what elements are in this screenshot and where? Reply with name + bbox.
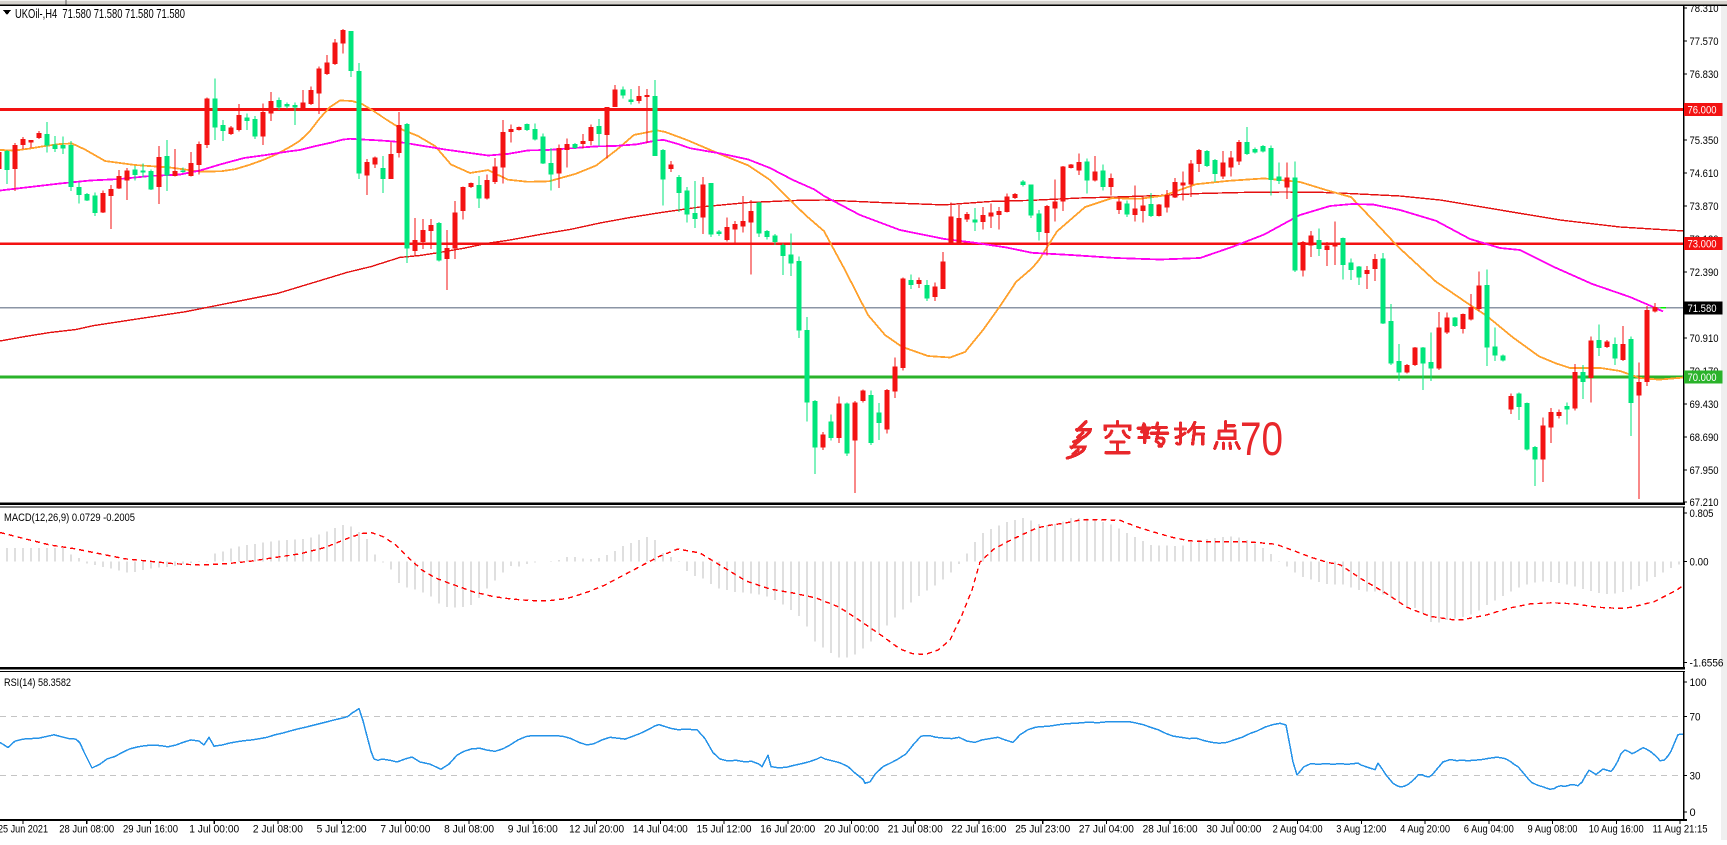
svg-text:9 Aug 08:00: 9 Aug 08:00	[1528, 824, 1578, 836]
svg-text:70.000: 70.000	[1688, 372, 1717, 384]
svg-text:MACD(12,26,9) 0.0729 -0.2005: MACD(12,26,9) 0.0729 -0.2005	[4, 512, 135, 524]
svg-text:20 Jul 00:00: 20 Jul 00:00	[824, 824, 879, 836]
svg-text:30 Jul 00:00: 30 Jul 00:00	[1206, 824, 1261, 836]
svg-text:28 Jul 16:00: 28 Jul 16:00	[1143, 824, 1198, 836]
svg-text:70: 70	[1690, 711, 1701, 723]
svg-text:2 Jul 08:00: 2 Jul 08:00	[253, 824, 303, 836]
svg-text:0.00: 0.00	[1690, 557, 1709, 569]
svg-text:16 Jul 20:00: 16 Jul 20:00	[760, 824, 815, 836]
svg-text:74.610: 74.610	[1690, 168, 1719, 180]
svg-text:5 Jul 12:00: 5 Jul 12:00	[317, 824, 367, 836]
svg-text:22 Jul 16:00: 22 Jul 16:00	[951, 824, 1006, 836]
svg-text:9 Jul 16:00: 9 Jul 16:00	[508, 824, 558, 836]
svg-text:12 Jul 20:00: 12 Jul 20:00	[569, 824, 624, 836]
svg-text:76.830: 76.830	[1690, 69, 1719, 81]
svg-text:77.570: 77.570	[1690, 36, 1719, 48]
svg-text:21 Jul 08:00: 21 Jul 08:00	[888, 824, 943, 836]
svg-text:76.000: 76.000	[1688, 105, 1717, 117]
svg-text:UKOil-,H4 71.580 71.580 71.58: UKOil-,H4 71.580 71.580 71.580 71.580	[15, 7, 185, 21]
svg-text:28 Jun 08:00: 28 Jun 08:00	[59, 824, 114, 836]
svg-text:1 Jul 00:00: 1 Jul 00:00	[189, 824, 239, 836]
svg-text:25 Jul 23:00: 25 Jul 23:00	[1015, 824, 1070, 836]
svg-text:73.870: 73.870	[1690, 201, 1719, 213]
svg-text:70.910: 70.910	[1690, 333, 1719, 345]
svg-text:78.310: 78.310	[1690, 3, 1719, 15]
svg-text:30: 30	[1690, 771, 1701, 783]
svg-text:25 Jun 2021: 25 Jun 2021	[0, 824, 48, 836]
svg-text:68.690: 68.690	[1690, 432, 1719, 444]
svg-text:8 Jul 08:00: 8 Jul 08:00	[444, 824, 494, 836]
svg-text:73.000: 73.000	[1688, 239, 1717, 251]
svg-text:0.805: 0.805	[1690, 508, 1714, 520]
svg-text:72.390: 72.390	[1690, 267, 1719, 279]
svg-text:100: 100	[1690, 677, 1707, 689]
svg-text:RSI(14) 58.3582: RSI(14) 58.3582	[4, 677, 71, 689]
svg-text:6 Aug 04:00: 6 Aug 04:00	[1464, 824, 1514, 836]
svg-text:0: 0	[1690, 807, 1696, 819]
svg-text:10 Aug 16:00: 10 Aug 16:00	[1589, 824, 1644, 836]
svg-text:70: 70	[1240, 412, 1283, 465]
svg-text:2 Aug 04:00: 2 Aug 04:00	[1273, 824, 1323, 836]
svg-text:67.950: 67.950	[1690, 465, 1719, 477]
svg-text:69.430: 69.430	[1690, 399, 1719, 411]
svg-text:67.210: 67.210	[1690, 497, 1719, 509]
svg-text:29 Jun 16:00: 29 Jun 16:00	[123, 824, 178, 836]
svg-text:3 Aug 12:00: 3 Aug 12:00	[1336, 824, 1386, 836]
svg-text:27 Jul 04:00: 27 Jul 04:00	[1079, 824, 1134, 836]
svg-text:75.350: 75.350	[1690, 135, 1719, 147]
svg-text:11 Aug 21:15: 11 Aug 21:15	[1653, 824, 1708, 836]
svg-text:7 Jul 00:00: 7 Jul 00:00	[380, 824, 430, 836]
svg-text:71.580: 71.580	[1688, 303, 1717, 315]
svg-text:-1.6556: -1.6556	[1690, 658, 1724, 670]
svg-text:4 Aug 20:00: 4 Aug 20:00	[1400, 824, 1450, 836]
svg-text:15 Jul 12:00: 15 Jul 12:00	[697, 824, 752, 836]
svg-text:14 Jul 04:00: 14 Jul 04:00	[633, 824, 688, 836]
